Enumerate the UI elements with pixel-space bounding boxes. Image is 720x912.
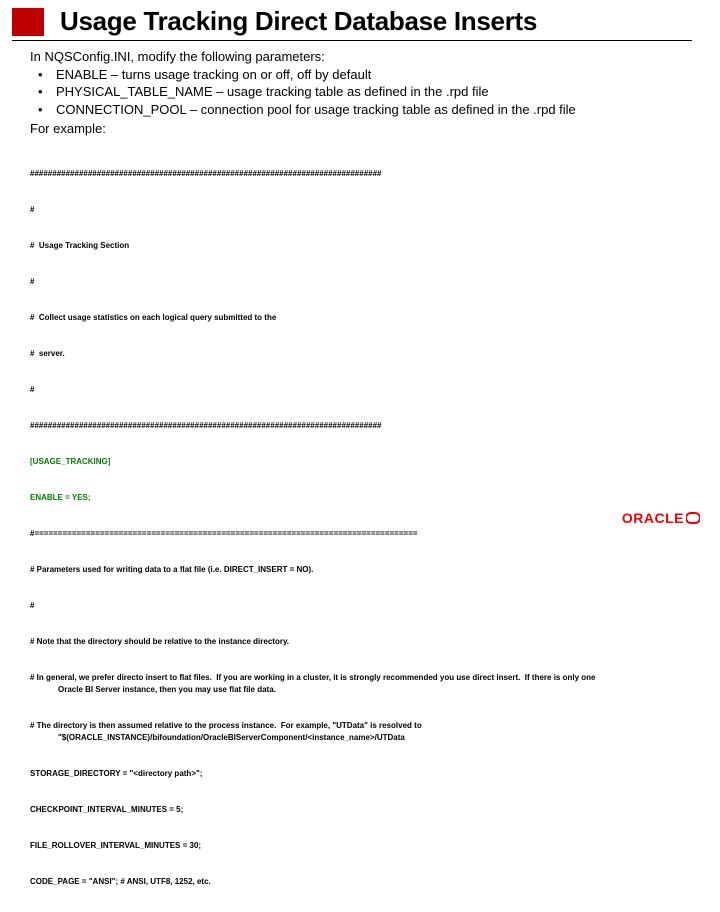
code-line: CHECKPOINT_INTERVAL_MINUTES = 5; bbox=[30, 804, 690, 816]
code-line: # The directory is then assumed relative… bbox=[30, 720, 690, 744]
code-line: ########################################… bbox=[30, 168, 690, 180]
bullet-text: ENABLE – turns usage tracking on or off,… bbox=[56, 66, 371, 84]
code-line: # Parameters used for writing data to a … bbox=[30, 564, 690, 576]
code-line: # bbox=[30, 384, 690, 396]
bullet-text: PHYSICAL_TABLE_NAME – usage tracking tab… bbox=[56, 83, 489, 101]
slide-content: In NQSConfig.INI, modify the following p… bbox=[30, 48, 690, 912]
code-line: CODE_PAGE = "ANSI"; # ANSI, UTF8, 1252, … bbox=[30, 876, 690, 888]
bullet-item: • ENABLE – turns usage tracking on or of… bbox=[38, 66, 690, 84]
title-underline bbox=[12, 40, 692, 41]
example-label: For example: bbox=[30, 120, 690, 138]
code-line: # Note that the directory should be rela… bbox=[30, 636, 690, 648]
bullet-item: • PHYSICAL_TABLE_NAME – usage tracking t… bbox=[38, 83, 690, 101]
accent-block bbox=[12, 8, 44, 36]
bullet-item: • CONNECTION_POOL – connection pool for … bbox=[38, 101, 690, 119]
code-line: STORAGE_DIRECTORY = "<directory path>"; bbox=[30, 768, 690, 780]
code-line: #=======================================… bbox=[30, 528, 690, 540]
bullet-dot: • bbox=[38, 66, 56, 84]
bullet-dot: • bbox=[38, 83, 56, 101]
slide-title: Usage Tracking Direct Database Inserts bbox=[60, 6, 537, 37]
code-line: # In general, we prefer directo insert t… bbox=[30, 672, 690, 696]
bullet-dot: • bbox=[38, 101, 56, 119]
code-line: # bbox=[30, 204, 690, 216]
code-line-highlight: ENABLE = YES; bbox=[30, 492, 690, 504]
code-block: ########################################… bbox=[30, 144, 690, 912]
code-line: FILE_ROLLOVER_INTERVAL_MINUTES = 30; bbox=[30, 840, 690, 852]
code-line: # Usage Tracking Section bbox=[30, 240, 690, 252]
bullet-text: CONNECTION_POOL – connection pool for us… bbox=[56, 101, 576, 119]
code-line-highlight: [USAGE_TRACKING] bbox=[30, 456, 690, 468]
oracle-logo-icon bbox=[686, 511, 700, 525]
footer: ORACLE bbox=[622, 510, 700, 526]
code-line: # bbox=[30, 600, 690, 612]
oracle-logo: ORACLE bbox=[622, 510, 684, 526]
code-line: # bbox=[30, 276, 690, 288]
code-line: ########################################… bbox=[30, 420, 690, 432]
code-line: # Collect usage statistics on each logic… bbox=[30, 312, 690, 324]
code-line: # server. bbox=[30, 348, 690, 360]
intro-text: In NQSConfig.INI, modify the following p… bbox=[30, 48, 690, 66]
